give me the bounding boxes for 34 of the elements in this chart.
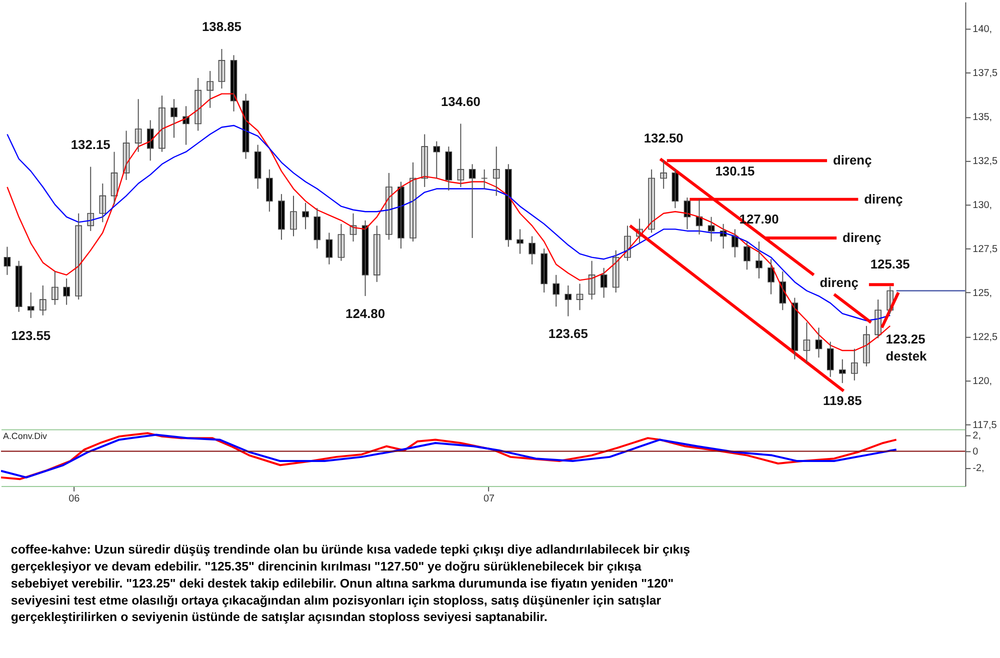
annotation: 127.90 xyxy=(739,212,779,227)
y-tick-label: 120, xyxy=(972,376,992,387)
annotation: 130.15 xyxy=(715,164,755,179)
y-tick-label: 125, xyxy=(972,288,992,299)
y-tick-label: 2, xyxy=(972,430,981,442)
annotation: direnç xyxy=(842,230,882,245)
annotation: 124.80 xyxy=(346,306,386,321)
annotation: destek xyxy=(886,348,928,364)
annotation: 123.55 xyxy=(11,328,51,343)
y-tick-label: 132,5 xyxy=(972,156,998,168)
y-tick-label: 130, xyxy=(972,200,992,212)
x-tick-label: 06 xyxy=(68,493,80,504)
annotation: 119.85 xyxy=(823,392,862,408)
annotation: 132.50 xyxy=(644,130,684,146)
annotation: direnç xyxy=(820,274,858,290)
annotation: 138.85 xyxy=(202,19,242,34)
y-tick-label: -2, xyxy=(972,463,984,474)
text: coffee-kahve: Uzun süredir düşüş trendinde olan bu üründe kısa vadede tepki çıkışı diye adlandırılabilecek bir çıkış gerçekleşiyor ve devam edebilir. "125.35" direncinin kırılması "127.50" ye doğru sürüklenebilecek bir çıkışa sebebiyet verebilir. "123.25" deki destek takip edilebilir. Onun altına sarkma durumunda ise fiyatın yeniden "120" seviyesini test etme olasılığı ortaya çıkacağından alım pozisyonları için stoploss, satış düşünenler için satışlar gerçekleştirilirken o seviyenin üstünde de satışlar açısından stoploss seviyesi saptanabilir. xyxy=(10,542,690,624)
x-tick-label: 07 xyxy=(483,493,495,504)
annotation: 134.60 xyxy=(440,94,480,109)
annotation: direnç xyxy=(864,191,903,206)
annotation: 132.15 xyxy=(70,136,110,152)
annotation: 125.35 xyxy=(870,256,910,272)
annotation: direnç xyxy=(833,152,872,168)
y-tick-label: 140, xyxy=(972,24,992,36)
y-tick-label: 137,5 xyxy=(972,68,998,80)
annotation: 123.65 xyxy=(548,326,588,342)
y-tick-label: 117,5 xyxy=(972,420,998,431)
y-tick-label: 127,5 xyxy=(972,244,998,256)
y-tick-label: 135, xyxy=(972,112,992,124)
chart-title: A.Conv.Div xyxy=(2,431,48,442)
y-tick-label: 122,5 xyxy=(972,332,998,343)
annotation: 123.25 xyxy=(886,332,926,347)
y-tick-label: 0 xyxy=(972,446,979,458)
